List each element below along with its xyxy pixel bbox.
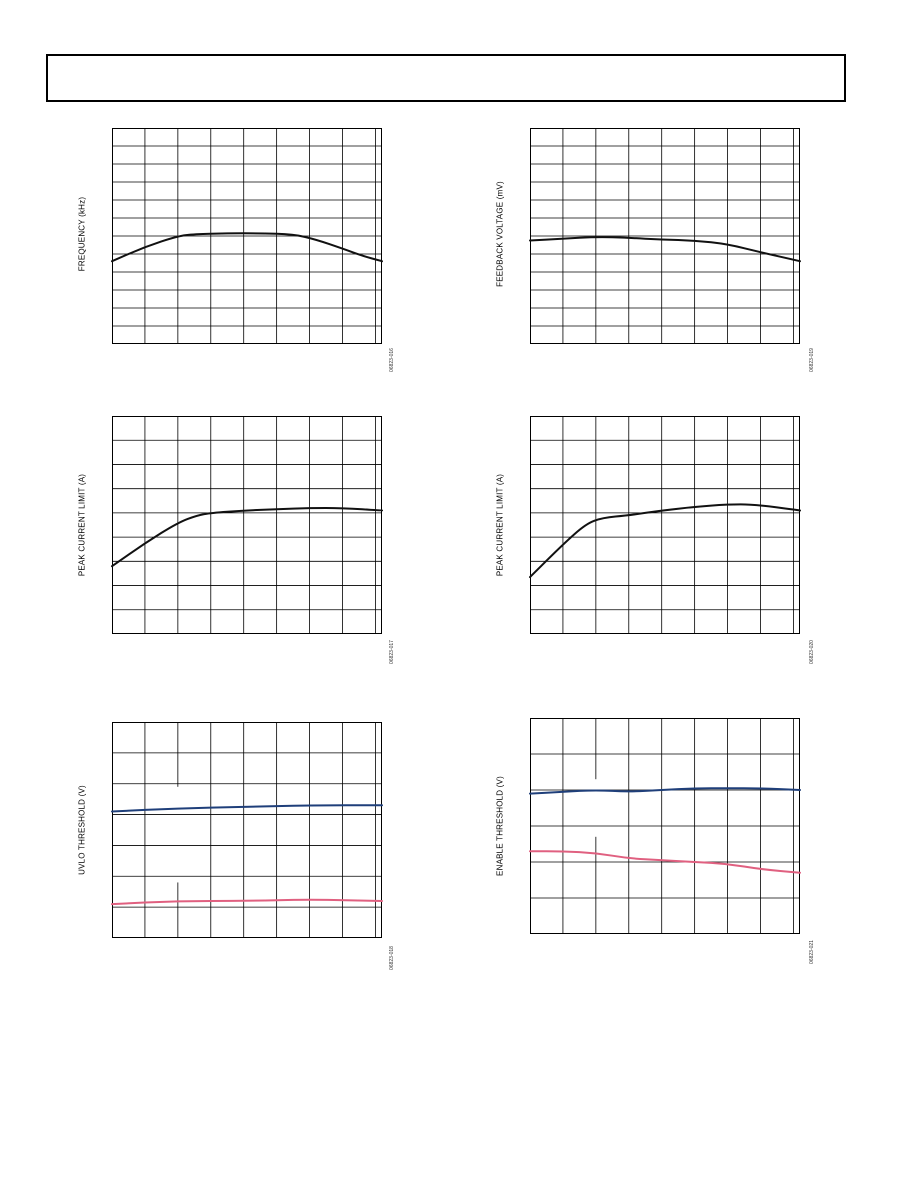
enable-threshold-chart — [529, 718, 801, 934]
series-line-1 — [529, 236, 801, 263]
page-header-box — [46, 54, 846, 102]
series-line-1 — [111, 507, 383, 568]
feedback-voltage-plot — [529, 128, 801, 344]
series-line-2 — [529, 850, 801, 874]
uvlo-threshold-ylabel: UVLO THRESHOLD (V) — [77, 785, 87, 875]
peak-current-limit-chart-2 — [529, 416, 802, 634]
series-line-1 — [111, 804, 383, 813]
feedback-voltage-figure-code: 06823-019 — [809, 348, 815, 372]
peak-current-limit-figure-code-1: 06823-017 — [389, 640, 395, 664]
plot-frame — [112, 416, 382, 634]
frequency-chart — [111, 128, 383, 344]
series-line-1 — [529, 787, 801, 795]
peak-current-limit-figure-code-2: 06823-020 — [809, 640, 815, 664]
peak-current-limit-ylabel-1: PEAK CURRENT LIMIT (A) — [77, 473, 87, 577]
series-line-1 — [529, 503, 802, 579]
frequency-plot — [111, 128, 383, 344]
enable-threshold-plot — [529, 718, 801, 934]
series-line-1 — [111, 232, 383, 263]
plot-frame — [530, 416, 800, 634]
frequency-figure-code: 06823-016 — [389, 348, 395, 372]
peak-current-limit-plot-2 — [529, 416, 802, 634]
uvlo-threshold-figure-code: 06823-018 — [389, 946, 395, 970]
uvlo-threshold-plot — [111, 722, 383, 938]
enable-threshold-figure-code: 06823-021 — [809, 940, 815, 964]
peak-current-limit-ylabel-2: PEAK CURRENT LIMIT (A) — [495, 473, 505, 577]
uvlo-threshold-chart — [111, 722, 383, 938]
feedback-voltage-ylabel: FEEDBACK VOLTAGE (mV) — [495, 181, 505, 287]
plot-frame — [112, 722, 382, 938]
series-line-2 — [111, 898, 383, 906]
peak-current-limit-plot-1 — [111, 416, 383, 634]
peak-current-limit-chart-1 — [111, 416, 383, 634]
frequency-ylabel: FREQUENCY (kHz) — [77, 196, 87, 272]
feedback-voltage-chart — [529, 128, 801, 344]
enable-threshold-ylabel: ENABLE THRESHOLD (V) — [495, 776, 505, 876]
